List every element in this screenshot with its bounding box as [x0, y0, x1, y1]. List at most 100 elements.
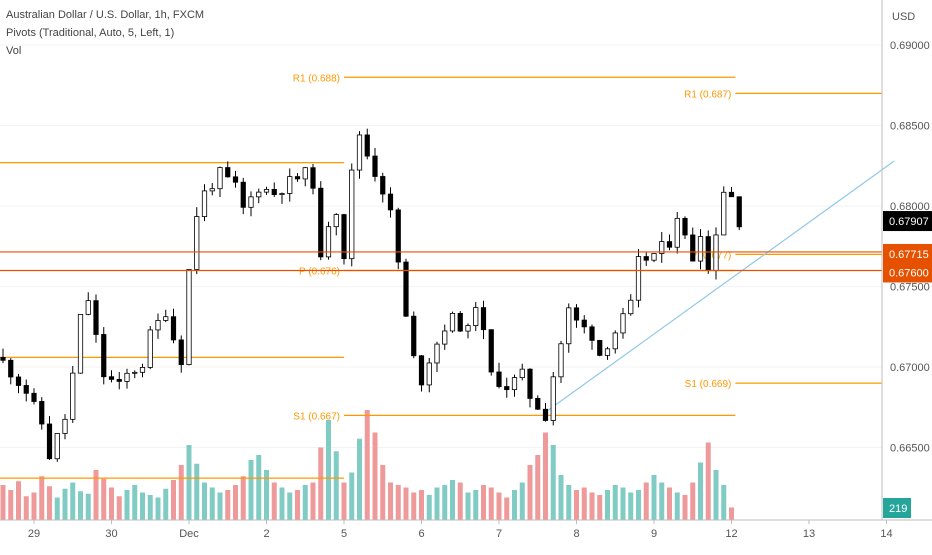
volume-bar [178, 465, 184, 520]
chart-legend: Australian Dollar / U.S. Dollar, 1h, FXC… [6, 6, 204, 60]
candle-body [256, 191, 262, 198]
candle-body [457, 313, 463, 332]
time-axis-ticks: 29 30 Dec 2 5 6 7 8 9 12 13 14 [28, 520, 893, 540]
candles [0, 128, 742, 462]
candle-body [39, 401, 45, 425]
time-tick-label: 8 [573, 528, 579, 540]
time-tick-label: 2 [263, 528, 269, 540]
candle-body [85, 300, 91, 315]
candle-body [62, 418, 68, 434]
volume-bar [403, 487, 409, 520]
candle-body [651, 253, 657, 261]
volume-bar [0, 485, 6, 520]
volume-bar [326, 420, 331, 520]
volume-bar [333, 451, 339, 520]
volume-bar [31, 492, 37, 520]
volume-bar [512, 490, 517, 520]
volume-bar [519, 482, 525, 520]
time-tick-label: 29 [28, 528, 40, 540]
volume-bar [558, 475, 564, 520]
candle-body [612, 332, 618, 350]
candle-body [310, 167, 316, 189]
candle-body [248, 196, 254, 208]
candle-body [403, 261, 409, 317]
candle-body [682, 217, 688, 236]
volume-bar [597, 495, 603, 520]
candle-body [597, 339, 603, 356]
volume-indicator-title[interactable]: Vol [6, 45, 22, 57]
candle-body [294, 176, 301, 180]
bid-price-value: 0.67600 [889, 267, 929, 279]
candle-body [163, 316, 169, 321]
volume-bar [729, 507, 734, 520]
volume-bar [690, 482, 696, 520]
candle-body [31, 392, 37, 402]
candle-body [54, 433, 60, 460]
candle-body [449, 313, 456, 332]
candle-body [155, 320, 161, 331]
volume-bar [659, 482, 665, 520]
volume-bar [147, 495, 153, 520]
pivots-indicator-title[interactable]: Pivots (Traditional, Auto, 5, Left, 1) [6, 27, 175, 39]
candle-body [279, 193, 285, 195]
candle-body [589, 326, 595, 341]
volume-bar [225, 490, 231, 520]
bid-price-tag-bg [883, 262, 932, 283]
candle-body [70, 372, 76, 420]
volume-bar [279, 487, 285, 520]
symbol-title[interactable]: Australian Dollar / U.S. Dollar, 1h, FXC… [6, 9, 205, 21]
time-tick-label: 12 [725, 528, 737, 540]
volume-bar [388, 482, 393, 520]
volume-bar [535, 455, 541, 520]
candle-body [349, 169, 355, 260]
candle-body [209, 188, 215, 192]
candle-body [318, 187, 324, 258]
candle-body [573, 307, 580, 321]
volume-bar [78, 491, 83, 520]
volume-bar [395, 485, 401, 520]
last-price-value: 0.67907 [889, 216, 929, 228]
volume-bar [566, 485, 572, 520]
candle-body [132, 371, 138, 374]
volume-bar [23, 496, 29, 520]
volume-tag[interactable]: 219 [883, 498, 911, 518]
candle-body [325, 226, 332, 258]
volume-bar [47, 486, 52, 520]
volume-bar [140, 492, 145, 520]
candle-body [581, 319, 587, 328]
volume-bar [101, 478, 107, 520]
volume-bar [543, 432, 548, 520]
candle-body [496, 371, 502, 387]
candle-body [356, 134, 363, 171]
time-tick-label: 5 [341, 528, 347, 540]
volume-bar [264, 470, 269, 520]
volume-bar [16, 481, 21, 520]
pivot-label: P (0.676) [299, 266, 340, 277]
candle-body [527, 368, 533, 399]
ask-price-tag[interactable]: 0.67715 [883, 243, 932, 264]
last-price-tag[interactable]: 0.67907 [883, 211, 932, 232]
volume-bar [209, 487, 215, 520]
candle-body [139, 367, 146, 373]
volume-bar [357, 438, 362, 520]
volume-bar [349, 472, 355, 520]
trendline-layer [545, 160, 895, 413]
candle-body [124, 372, 130, 382]
volume-bars [0, 410, 734, 520]
candle-body [465, 325, 471, 332]
volume-bar [109, 487, 114, 520]
candle-body [116, 379, 122, 382]
candle-body [411, 315, 417, 357]
bid-price-tag[interactable]: 0.67600 [883, 262, 932, 283]
volume-bar [271, 482, 277, 520]
price-tick-label: 0.66500 [890, 443, 930, 455]
trendline[interactable] [545, 160, 895, 413]
time-tick-label: 7 [496, 528, 502, 540]
time-tick-label: 9 [651, 528, 657, 540]
candle-body [542, 408, 549, 421]
volume-bar [426, 495, 432, 520]
prior-pivot-lines [0, 162, 344, 479]
volume-bar [132, 485, 138, 520]
